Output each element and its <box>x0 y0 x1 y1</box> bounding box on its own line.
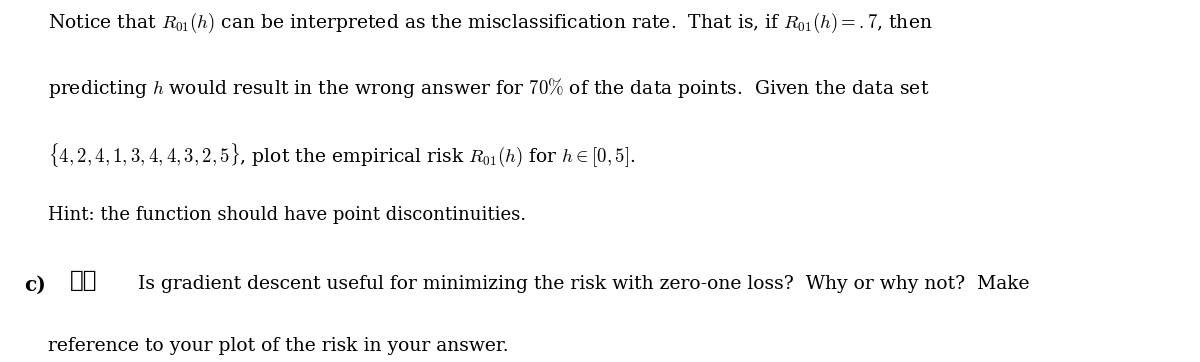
Text: Notice that $R_{01}(h)$ can be interpreted as the misclassification rate.  That : Notice that $R_{01}(h)$ can be interpret… <box>48 11 932 35</box>
Text: Is gradient descent useful for minimizing the risk with zero-one loss?  Why or w: Is gradient descent useful for minimizin… <box>138 275 1030 293</box>
Text: c): c) <box>24 275 46 295</box>
Text: reference to your plot of the risk in your answer.: reference to your plot of the risk in yo… <box>48 337 509 355</box>
Text: $\{4, 2, 4, 1, 3, 4, 4, 3, 2, 5\}$, plot the empirical risk $R_{01}(h)$ for $h \: $\{4, 2, 4, 1, 3, 4, 4, 3, 2, 5\}$, plot… <box>48 141 635 169</box>
Text: Hint: the function should have point discontinuities.: Hint: the function should have point dis… <box>48 206 526 224</box>
Text: predicting $h$ would result in the wrong answer for $70\%$ of the data points.  : predicting $h$ would result in the wrong… <box>48 76 930 100</box>
Text: 🥑🥑: 🥑🥑 <box>70 270 97 292</box>
